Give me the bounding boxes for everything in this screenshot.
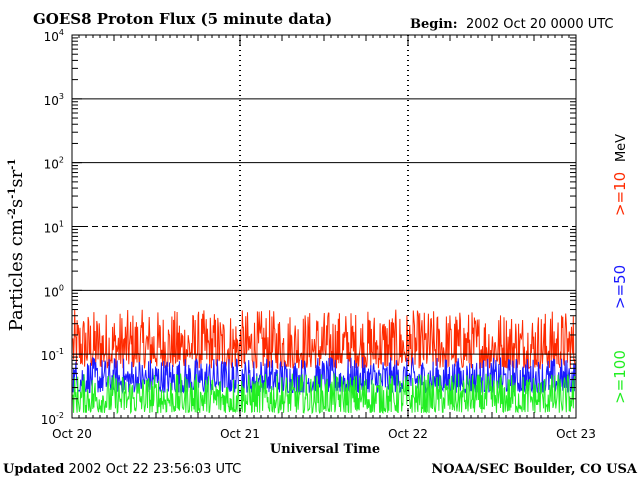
x-tick-label: Oct 20	[52, 427, 92, 441]
y-tick-label: 101	[44, 220, 64, 236]
series-layer	[72, 309, 576, 415]
y-tick-label: 104	[44, 28, 64, 44]
x-tick-label: Oct 22	[388, 427, 428, 441]
x-axis-label: Universal Time	[270, 442, 380, 457]
series-line	[72, 357, 576, 395]
y-tick-label: 102	[44, 156, 64, 172]
y-tick-label: 10-1	[41, 347, 64, 363]
series-line	[72, 373, 576, 415]
x-tick-label: Oct 23	[556, 427, 596, 441]
x-tick-label: Oct 21	[220, 427, 260, 441]
y-tick-label: 10-2	[41, 411, 64, 427]
energy-unit-label: MeV	[614, 134, 629, 162]
begin-label: Begin:	[410, 17, 458, 32]
y-axis-label: Particles cm-2s-1sr-1	[6, 159, 27, 332]
y-tick-label: 103	[44, 92, 64, 108]
updated-label: Updated 2002 Oct 22 23:56:03 UTC	[3, 462, 241, 477]
legend-gt100: >=100	[611, 350, 629, 404]
chart-title: GOES8 Proton Flux (5 minute data)	[33, 10, 332, 28]
axis-layer: 10-2 10-1 100 101 102 103 104 Oct 20 Oct 21 Oct 2…	[41, 28, 596, 441]
series-line	[72, 309, 576, 371]
legend-gt10: >=10	[611, 172, 629, 216]
grid-layer	[72, 35, 576, 418]
begin-value: 2002 Oct 20 0000 UTC	[466, 17, 614, 32]
source-credit: NOAA/SEC Boulder, CO USA	[431, 462, 638, 477]
y-tick-label: 100	[44, 283, 64, 299]
legend-gt50: >=50	[611, 265, 629, 309]
